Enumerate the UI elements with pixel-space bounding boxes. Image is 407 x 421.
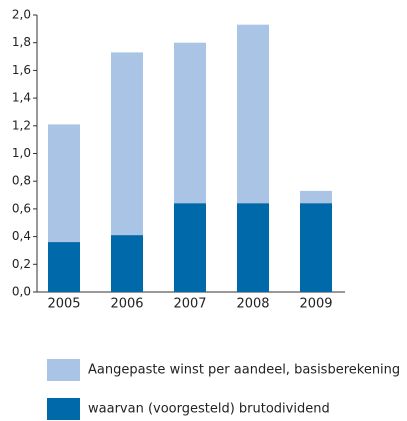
legend-label: Aangepaste winst per aandeel, basisberek…: [88, 363, 400, 378]
y-tick-label: 1,8: [12, 35, 31, 49]
legend-swatch: [47, 398, 80, 420]
x-tick-label: 2007: [173, 297, 206, 312]
bar: [300, 203, 332, 292]
x-tick-label: 2006: [110, 297, 143, 312]
bar: [174, 203, 206, 292]
x-tick-label: 2008: [236, 297, 269, 312]
y-tick-label: 1,0: [12, 146, 31, 160]
y-tick-label: 0,6: [12, 201, 31, 215]
y-tick-label: 2,0: [12, 8, 31, 22]
x-tick-label: 2009: [299, 297, 332, 312]
y-tick-label: 1,4: [12, 91, 31, 105]
y-tick-label: 0,2: [12, 257, 31, 271]
y-tick-label: 0,4: [12, 229, 31, 243]
legend-swatch: [47, 359, 80, 381]
bar: [48, 242, 80, 292]
y-tick-label: 1,2: [12, 118, 31, 132]
bar: [111, 235, 143, 292]
y-tick-label: 0,0: [12, 285, 31, 299]
bar: [237, 203, 269, 292]
x-tick-label: 2005: [47, 297, 80, 312]
legend-label: waarvan (voorgesteld) brutodividend: [88, 402, 330, 417]
y-tick-label: 1,6: [12, 63, 31, 77]
y-tick-label: 0,8: [12, 174, 31, 188]
